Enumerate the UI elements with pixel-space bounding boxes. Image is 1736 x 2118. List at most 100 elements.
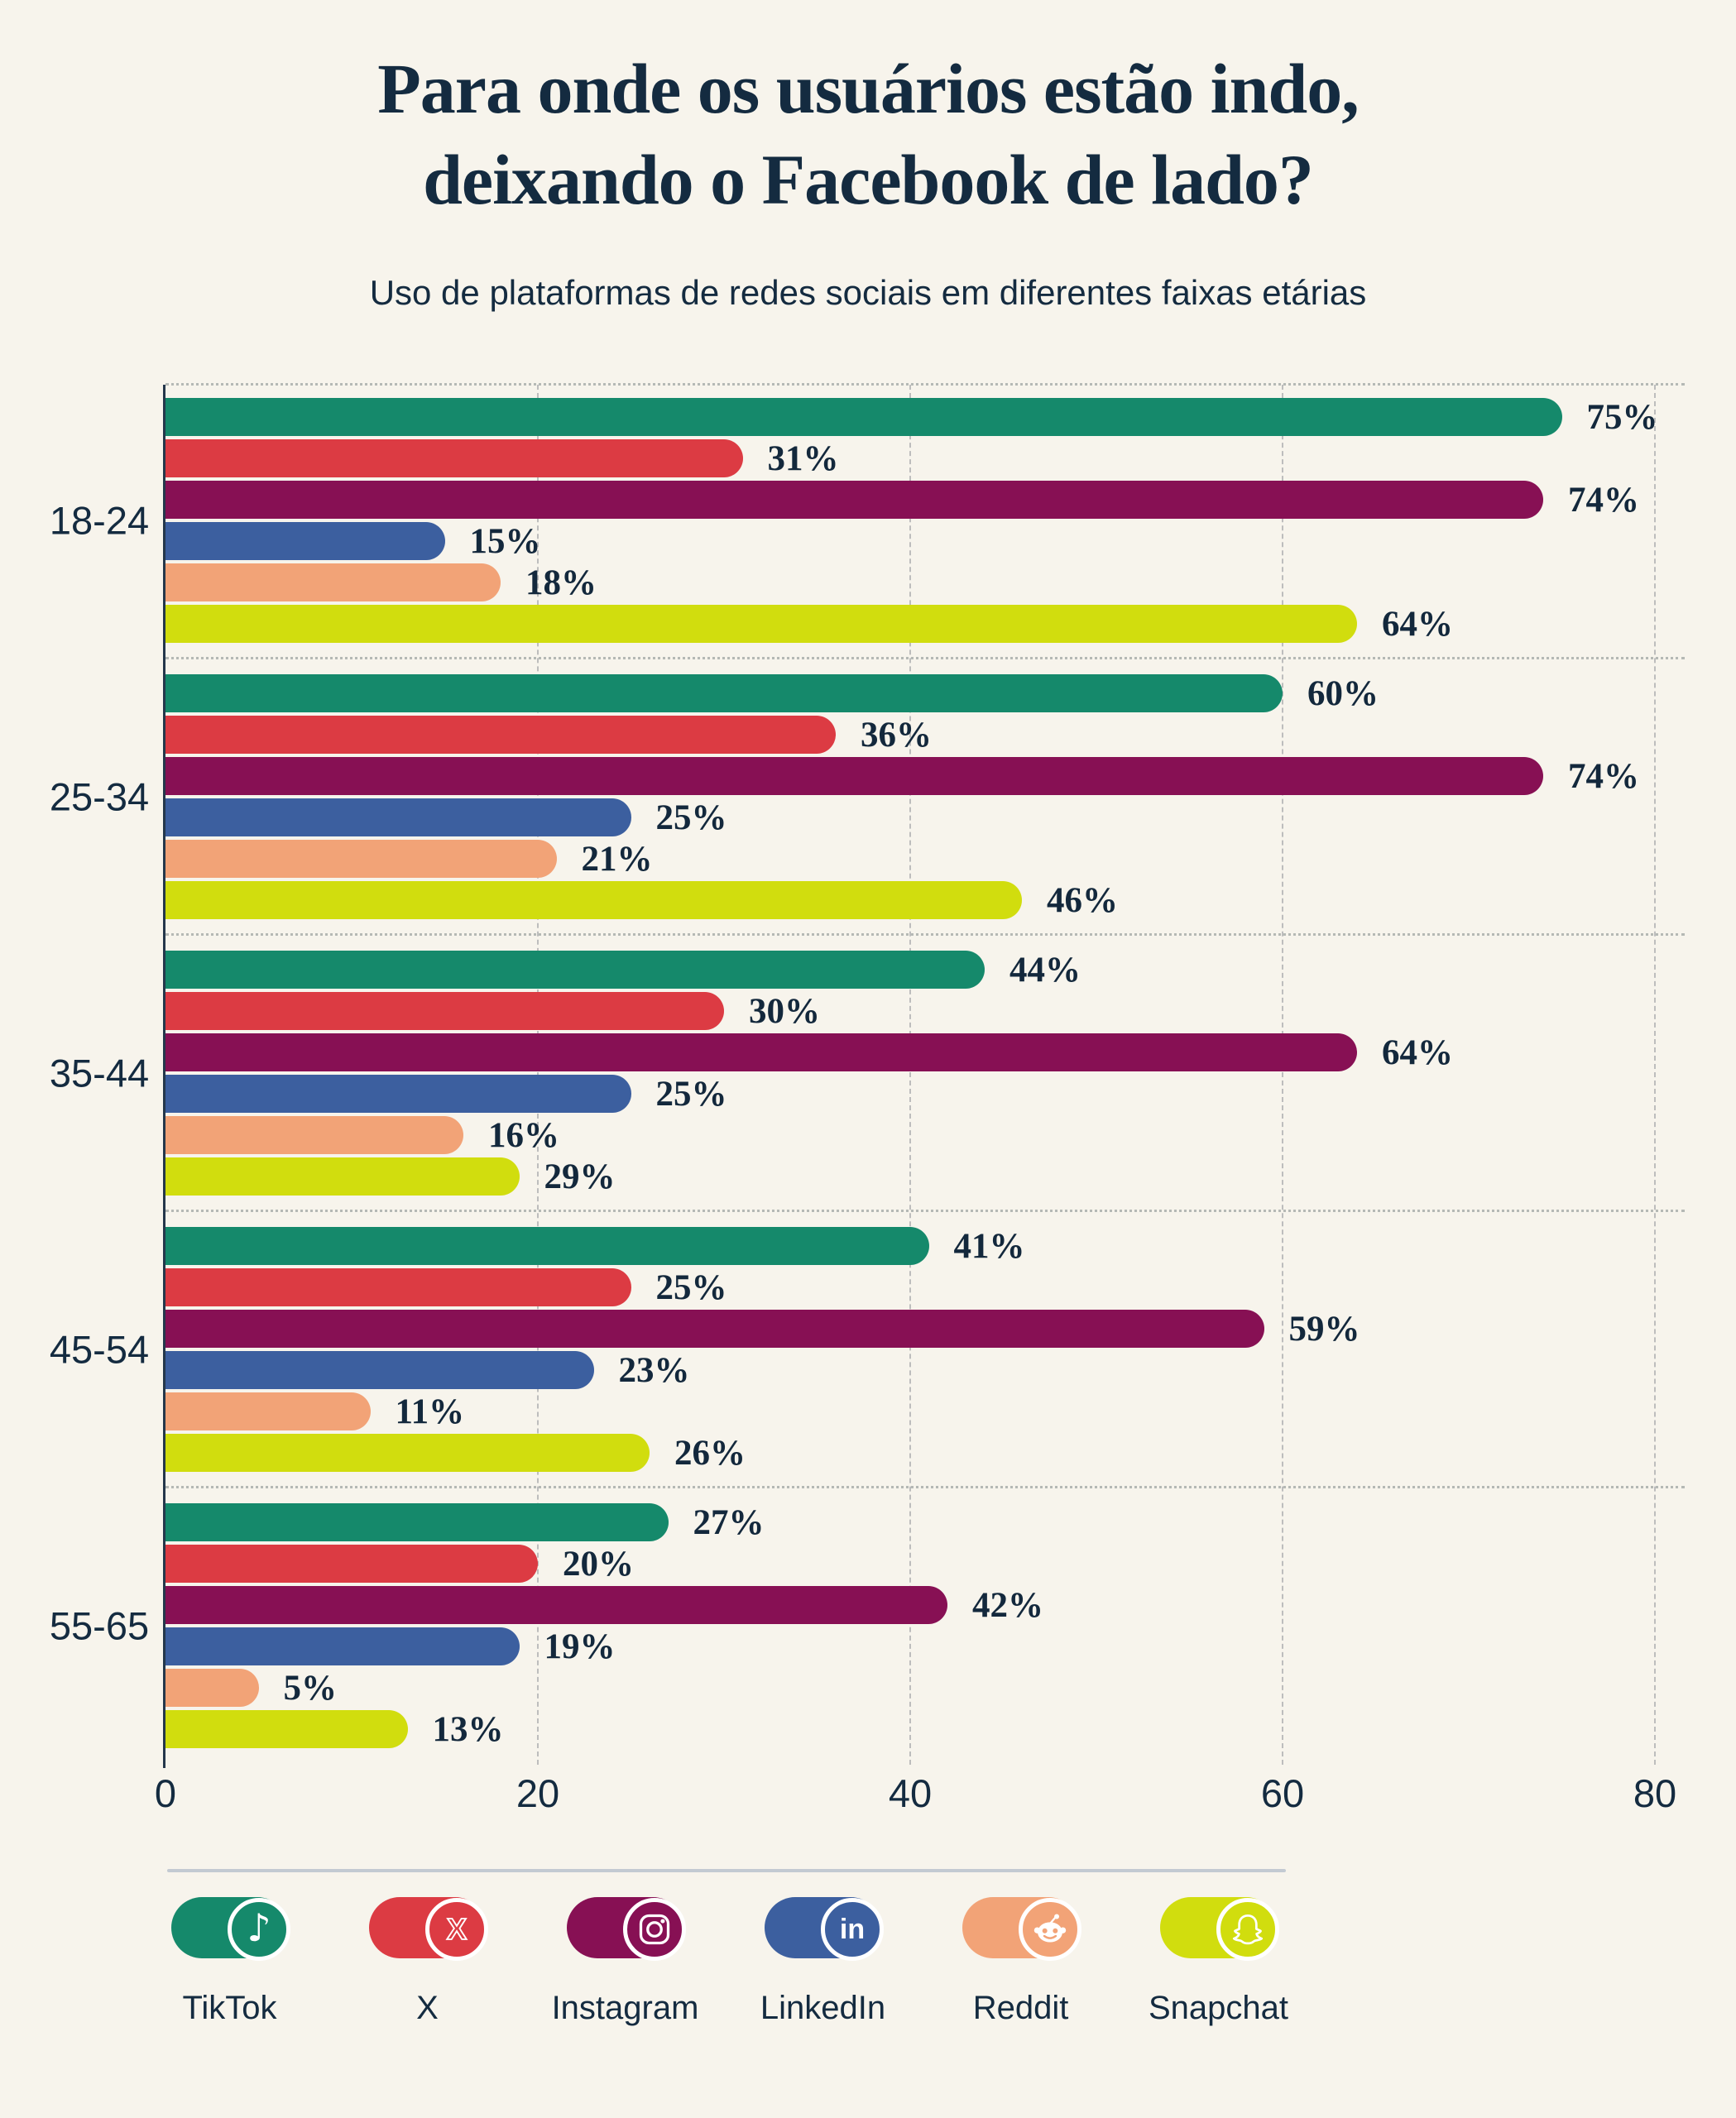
- legend-pill: in: [765, 1897, 884, 1961]
- snapchat-bar: [165, 1710, 408, 1748]
- reddit-bar: [165, 840, 557, 878]
- gridline-60: [1282, 385, 1283, 1765]
- snapchat-bar: [165, 605, 1357, 643]
- tiktok-bar: [165, 1227, 929, 1265]
- bar-row-x: 25%: [165, 1267, 1685, 1308]
- bar-row-reddit: 5%: [165, 1667, 1685, 1708]
- bar-value-label: 23%: [618, 1350, 690, 1390]
- bar-row-instagram: 64%: [165, 1032, 1685, 1073]
- bar-row-tiktok: 27%: [165, 1502, 1685, 1543]
- reddit-bar: [165, 563, 501, 601]
- bar-value-label: 36%: [861, 715, 932, 755]
- bar-row-reddit: 16%: [165, 1114, 1685, 1156]
- bar-row-x: 20%: [165, 1543, 1685, 1584]
- bar-value-label: 41%: [953, 1226, 1025, 1266]
- group-separator: [165, 1486, 1685, 1488]
- bar-row-tiktok: 60%: [165, 673, 1685, 714]
- bar-value-label: 25%: [655, 1267, 727, 1307]
- linkedin-bar: [165, 1351, 594, 1389]
- bar-value-label: 5%: [283, 1668, 338, 1708]
- bar-value-label: 25%: [655, 798, 727, 837]
- group-separator: [165, 657, 1685, 659]
- legend-item-tiktok: ♪ TikTok: [171, 1897, 290, 2026]
- bar-value-label: 59%: [1288, 1309, 1360, 1349]
- legend-item-snapchat: Snapchat: [1149, 1897, 1288, 2026]
- bar-row-tiktok: 75%: [165, 396, 1685, 438]
- age-group-55-65: 55-65 27% 20% 42% 19% 5% 13%: [50, 1486, 1685, 1750]
- bar-row-reddit: 18%: [165, 562, 1685, 603]
- plot-top-border: [165, 383, 1685, 386]
- x-tick-label-0: 0: [154, 1771, 177, 1815]
- bar-value-label: 11%: [395, 1392, 465, 1431]
- snapchat-bar: [165, 1434, 650, 1472]
- bar-value-label: 26%: [674, 1433, 746, 1473]
- legend-pill: [567, 1897, 686, 1961]
- bar-row-reddit: 11%: [165, 1391, 1685, 1432]
- bar-value-label: 42%: [972, 1585, 1043, 1625]
- bar-value-label: 75%: [1586, 397, 1658, 437]
- linkedin-icon: in: [821, 1898, 884, 1961]
- x-bar: [165, 992, 724, 1030]
- legend-divider: [167, 1869, 1286, 1872]
- bar-row-instagram: 42%: [165, 1584, 1685, 1626]
- bar-value-label: 74%: [1568, 480, 1639, 520]
- bar-row-x: 31%: [165, 438, 1685, 479]
- legend-item-instagram: Instagram: [552, 1897, 698, 2026]
- x-bar: [165, 439, 743, 477]
- x-tick-label-40: 40: [888, 1771, 933, 1815]
- gridline-40: [909, 385, 911, 1765]
- instagram-icon: [623, 1898, 686, 1961]
- x-bar: [165, 1268, 631, 1306]
- chart-title: Para onde os usuários estão indo, deixan…: [0, 43, 1736, 225]
- age-group-label: 35-44: [49, 1051, 150, 1095]
- bar-value-label: 16%: [488, 1115, 559, 1155]
- age-group-35-44: 35-44 44% 30% 64% 25% 16% 29%: [50, 933, 1685, 1197]
- bar-value-label: 25%: [655, 1074, 727, 1114]
- reddit-bar: [165, 1116, 463, 1154]
- legend-item-label: TikTok: [182, 1990, 277, 2026]
- bar-value-label: 64%: [1382, 604, 1453, 644]
- bar-value-label: 21%: [581, 839, 653, 879]
- legend-pill: [962, 1897, 1081, 1961]
- chart-title-line1: Para onde os usuários estão indo,: [377, 49, 1360, 128]
- bar-value-label: 19%: [544, 1627, 616, 1666]
- x-tick-label-80: 80: [1633, 1771, 1677, 1815]
- legend-item-label: Instagram: [551, 1990, 699, 2026]
- bar-row-x: 30%: [165, 990, 1685, 1032]
- tiktok-bar: [165, 398, 1562, 436]
- bar-value-label: 64%: [1382, 1033, 1453, 1072]
- instagram-bar: [165, 1033, 1357, 1071]
- age-group-label: 45-54: [49, 1327, 150, 1372]
- instagram-bar: [165, 1586, 947, 1624]
- legend-item-label: LinkedIn: [760, 1990, 886, 2026]
- bar-row-linkedin: 25%: [165, 1073, 1685, 1114]
- legend-item-label: Reddit: [972, 1990, 1069, 2026]
- linkedin-bar: [165, 798, 631, 836]
- linkedin-bar: [165, 1627, 520, 1665]
- tiktok-bar: [165, 1503, 669, 1541]
- legend-item-label: Snapchat: [1148, 1990, 1289, 2026]
- bar-value-label: 30%: [749, 991, 820, 1031]
- age-group-label: 25-34: [49, 774, 150, 819]
- age-group-label: 55-65: [49, 1603, 150, 1648]
- bar-value-label: 29%: [544, 1157, 616, 1196]
- bar-value-label: 44%: [1009, 950, 1081, 990]
- y-axis-line: [163, 385, 165, 1768]
- legend-item-linkedin: in LinkedIn: [760, 1897, 885, 2026]
- linkedin-bar: [165, 1075, 631, 1113]
- instagram-bar: [165, 481, 1543, 519]
- instagram-bar: [165, 757, 1543, 795]
- chart-subtitle: Uso de plataformas de redes sociais em d…: [369, 273, 1367, 312]
- bar-value-label: 27%: [693, 1502, 765, 1542]
- bar-row-tiktok: 41%: [165, 1225, 1685, 1267]
- snapchat-bar: [165, 1157, 520, 1196]
- instagram-bar: [165, 1310, 1264, 1348]
- x-tick-label-60: 60: [1260, 1771, 1305, 1815]
- gridline-80: [1654, 385, 1656, 1765]
- bar-value-label: 15%: [469, 521, 541, 561]
- legend-item-reddit: Reddit: [962, 1897, 1081, 2026]
- bar-value-label: 18%: [525, 563, 597, 602]
- bar-row-snapchat: 64%: [165, 603, 1685, 645]
- bar-row-snapchat: 26%: [165, 1432, 1685, 1473]
- bar-chart-plot-area: 18-24 75% 31% 74% 15% 18% 64% 25-34 60% 36% 74% 25%…: [50, 383, 1685, 1768]
